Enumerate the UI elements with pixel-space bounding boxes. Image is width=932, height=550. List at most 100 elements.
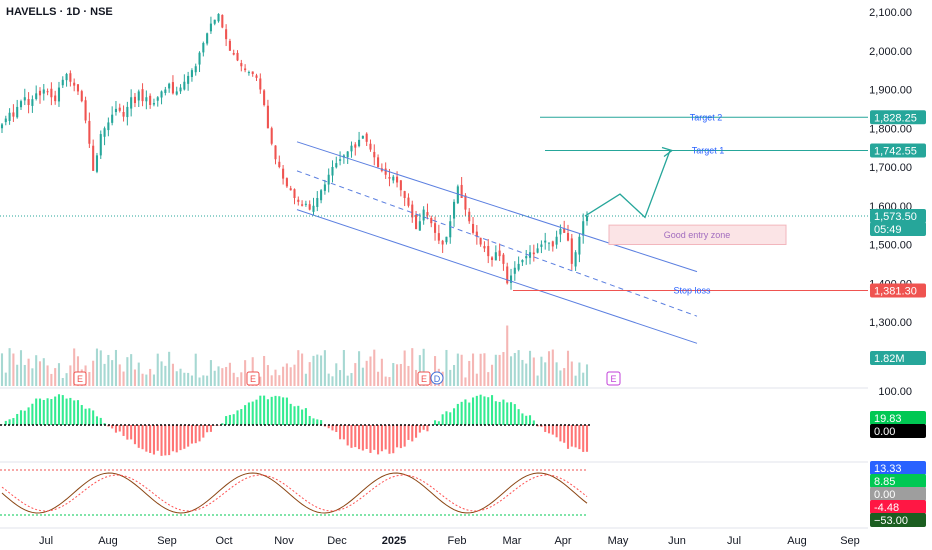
candle-body <box>331 167 334 176</box>
volume-bar <box>270 375 273 386</box>
projection-path[interactable] <box>584 150 671 219</box>
indicator-bar <box>350 425 353 448</box>
indicator-bar <box>513 404 516 425</box>
stop-loss-price-tag <box>870 283 926 298</box>
indicator-bar <box>126 425 129 440</box>
candle-body <box>536 248 539 253</box>
indicator-bar <box>12 418 15 425</box>
channel-upper-line[interactable] <box>296 141 698 273</box>
volume-bar <box>8 348 11 386</box>
volume-bar <box>57 363 61 386</box>
target1-price-tag <box>870 143 926 158</box>
indicator-bar <box>133 425 136 445</box>
volume-bar <box>73 348 76 386</box>
volume-bar <box>50 373 53 386</box>
candle-body <box>285 178 288 187</box>
indicator-bar <box>308 415 311 425</box>
volume-bar <box>456 353 459 386</box>
volume-bar <box>464 377 467 386</box>
indicator-bar <box>490 395 494 425</box>
volume-bar <box>471 353 475 386</box>
volume-bar <box>312 355 315 386</box>
volume-bar <box>259 376 262 386</box>
volume-bar <box>396 364 399 386</box>
earnings-marker[interactable] <box>417 371 431 386</box>
indicator-bar <box>289 403 292 425</box>
volume-bar <box>76 356 80 386</box>
volume-bar <box>244 360 247 386</box>
candle-body <box>225 29 228 40</box>
indicator-bar <box>92 410 95 425</box>
current-price-tag <box>870 209 926 224</box>
channel-mid-line[interactable] <box>296 170 698 317</box>
volume-bar <box>213 370 216 386</box>
volume-bar <box>130 354 133 386</box>
volume-bar <box>35 355 38 386</box>
indicator-bar <box>475 395 478 425</box>
indicator-bar <box>27 407 30 425</box>
dividend-marker[interactable] <box>430 371 444 385</box>
candle-body <box>456 186 459 204</box>
time-tick-label: Aug <box>787 535 807 547</box>
volume-bar <box>547 351 551 386</box>
candle-body <box>578 236 581 255</box>
volume-bar <box>502 352 505 386</box>
volume-bar <box>31 368 34 386</box>
candle-body <box>498 250 501 257</box>
candle-body <box>95 155 99 172</box>
indicator-bar <box>415 425 418 438</box>
candle-body <box>483 246 486 249</box>
indicator-bar <box>42 399 45 425</box>
indicator-bar <box>559 425 562 442</box>
volume-bar <box>38 361 42 386</box>
earnings-marker-label: E <box>77 374 83 384</box>
candle-body <box>8 112 11 121</box>
candle-body <box>266 105 269 129</box>
channel-lower-line[interactable] <box>296 209 698 344</box>
volume-bar <box>278 375 281 386</box>
indicator-bar <box>259 395 262 425</box>
candle-body <box>293 189 296 198</box>
indicator-bar <box>331 425 334 431</box>
indicator-bar <box>76 400 80 425</box>
volume-bar <box>54 368 57 386</box>
candle-body <box>35 93 38 99</box>
candle-body <box>339 159 342 161</box>
indicator-bar <box>342 425 345 440</box>
candle-body <box>156 97 159 101</box>
indicator-bar <box>388 425 391 454</box>
indicator-axis-label: 100.00 <box>878 386 912 398</box>
indicator-bar <box>563 425 566 443</box>
volume-bar <box>506 325 509 386</box>
future-earnings-label: E <box>610 374 616 384</box>
volume-bar <box>156 353 159 386</box>
candle-body <box>399 180 402 191</box>
time-tick-label: Sep <box>157 535 177 547</box>
volume-bar <box>0 353 4 386</box>
earnings-marker[interactable] <box>246 371 260 386</box>
candle-body <box>532 252 535 255</box>
volume-bar <box>551 349 554 386</box>
volume-bar <box>301 353 304 386</box>
earnings-marker[interactable] <box>73 371 87 386</box>
osc-line-d <box>1 474 588 512</box>
volume-bar <box>453 365 456 386</box>
entry-zone-box[interactable] <box>608 224 787 245</box>
candle-body <box>563 228 566 233</box>
future-earnings-marker[interactable] <box>606 371 621 386</box>
candle-body <box>54 95 57 102</box>
indicator-bar <box>46 398 49 425</box>
volume-bar <box>187 372 190 386</box>
candle-body <box>403 191 406 198</box>
volume-bar <box>468 360 471 386</box>
indicator-bar <box>65 398 68 425</box>
indicator-bar <box>111 425 114 429</box>
price-tick-label: 2,100.00 <box>869 7 912 19</box>
candle-body <box>566 232 570 241</box>
volume-bar <box>92 360 95 386</box>
indicator-bar <box>160 425 163 456</box>
indicator-bar <box>521 413 524 425</box>
candle-body <box>217 13 220 22</box>
indicator-bar <box>206 425 209 433</box>
